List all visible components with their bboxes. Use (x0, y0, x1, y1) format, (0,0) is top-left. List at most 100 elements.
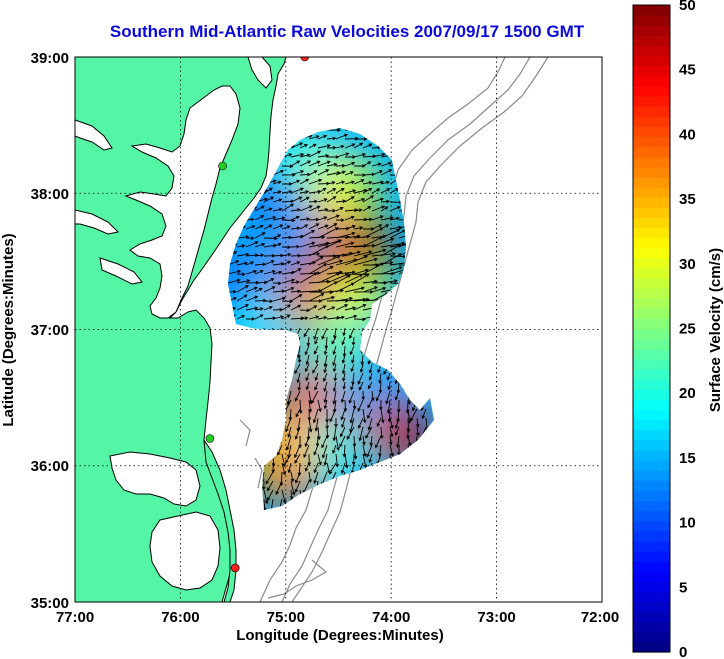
velocity-arrow (263, 269, 276, 275)
velocity-arrow (290, 268, 302, 275)
velocity-arrow (323, 399, 328, 410)
velocity-arrow (323, 381, 328, 393)
velocity-arrow (362, 143, 373, 149)
velocity-arrow (367, 417, 373, 431)
colorbar-cell (633, 45, 670, 57)
velocity-arrow (304, 345, 310, 356)
colorbar-cell (633, 55, 670, 67)
velocity-arrow (371, 205, 386, 212)
velocity-arrow (254, 298, 267, 303)
velocity-arrow (299, 160, 312, 167)
velocity-arrow (263, 299, 274, 304)
velocity-arrow (313, 345, 319, 355)
velocity-arrow (380, 244, 402, 257)
velocity-arrow (281, 203, 295, 212)
colorbar-cell (633, 550, 670, 562)
colorbar-cell (633, 439, 670, 451)
velocity-arrow (344, 224, 356, 230)
colorbar-cell (633, 490, 670, 501)
velocity-arrow (281, 286, 295, 293)
velocity-arrow (357, 417, 364, 429)
velocity-arrow (308, 150, 322, 158)
velocity-arrow (254, 242, 266, 248)
velocity-arrow (335, 296, 354, 302)
velocity-arrow (380, 408, 385, 424)
velocity-arrow (371, 162, 382, 167)
velocity-arrow (299, 190, 310, 194)
colorbar-cell (633, 338, 670, 350)
velocity-arrow (245, 241, 259, 248)
x-axis-label: Longitude (Degrees:Minutes) (236, 627, 444, 644)
colorbar-cell (633, 247, 670, 259)
velocity-arrow (344, 189, 357, 194)
velocity-arrow (317, 187, 327, 194)
colorbar-tick-label: 5 (679, 579, 687, 596)
velocity-arrow (362, 444, 367, 458)
colorbar-cell (633, 358, 670, 370)
velocity-arrow (299, 224, 309, 230)
colorbar-cell (633, 480, 670, 491)
velocity-arrow (358, 381, 364, 391)
velocity-arrow (317, 169, 330, 176)
velocity-arrow (340, 390, 346, 403)
velocity-arrow (344, 314, 358, 320)
river-1 (75, 119, 113, 151)
albemarle-sound (109, 451, 201, 507)
velocity-arrow (308, 315, 320, 320)
velocity-arrow (290, 471, 295, 483)
x-tick-label: 77:00 (56, 609, 94, 626)
velocity-arrow (371, 180, 385, 185)
velocity-arrow (272, 207, 283, 212)
velocity-arrow (335, 453, 340, 468)
velocity-arrow (335, 152, 350, 158)
velocity-arrow (353, 250, 373, 257)
velocity-arrow (410, 408, 418, 422)
velocity-arrow (299, 308, 311, 313)
velocity-arrow (299, 196, 310, 203)
velocity-arrow (344, 250, 361, 257)
velocity-arrow (367, 408, 373, 420)
velocity-arrow (321, 435, 328, 449)
colorbar-cell (633, 227, 670, 239)
velocity-arrow (294, 363, 301, 375)
velocity-arrow (290, 280, 300, 284)
velocity-arrow (290, 294, 303, 302)
velocity-arrow (313, 462, 319, 474)
colorbar-cell (633, 75, 670, 87)
velocity-arrow (317, 160, 331, 167)
velocity-arrow (326, 208, 337, 213)
velocity-arrow (367, 381, 373, 390)
colorbar-cell (633, 288, 670, 299)
x-tick-label: 73:00 (477, 609, 515, 626)
velocity-arrow (380, 199, 391, 204)
velocity-arrow (371, 390, 375, 402)
grid-lines (75, 57, 602, 602)
colorbar-cell (633, 510, 670, 522)
velocity-arrow (312, 363, 319, 374)
velocity-arrow (254, 215, 265, 221)
velocity-arrow (272, 190, 282, 194)
velocity-arrow (342, 327, 346, 337)
velocity-arrow (281, 164, 294, 169)
velocity-arrow (335, 163, 346, 168)
velocity-arrow (360, 354, 365, 366)
station-3-marker (205, 434, 215, 443)
velocity-arrow (290, 208, 301, 212)
x-tick-label: 72:00 (581, 609, 619, 626)
velocity-arrow (348, 390, 355, 404)
velocity-arrow (308, 256, 324, 266)
delaware-bay (247, 57, 273, 89)
colorbar: 0 5 10 15 20 25 30 35 40 45 50 Surface Velocity (c… (632, 0, 724, 659)
colorbar-cell (633, 409, 670, 421)
colorbar-cell (633, 389, 670, 400)
velocity-arrow (359, 363, 364, 373)
velocity-arrow (263, 278, 275, 284)
y-tick-label: 39:00 (31, 50, 69, 67)
velocity-arrow (353, 208, 363, 212)
velocity-arrow (314, 336, 319, 345)
velocity-arrow (357, 372, 364, 385)
velocity-arrow (254, 253, 265, 258)
velocity-arrow (263, 187, 273, 194)
colorbar-cell (633, 15, 670, 26)
